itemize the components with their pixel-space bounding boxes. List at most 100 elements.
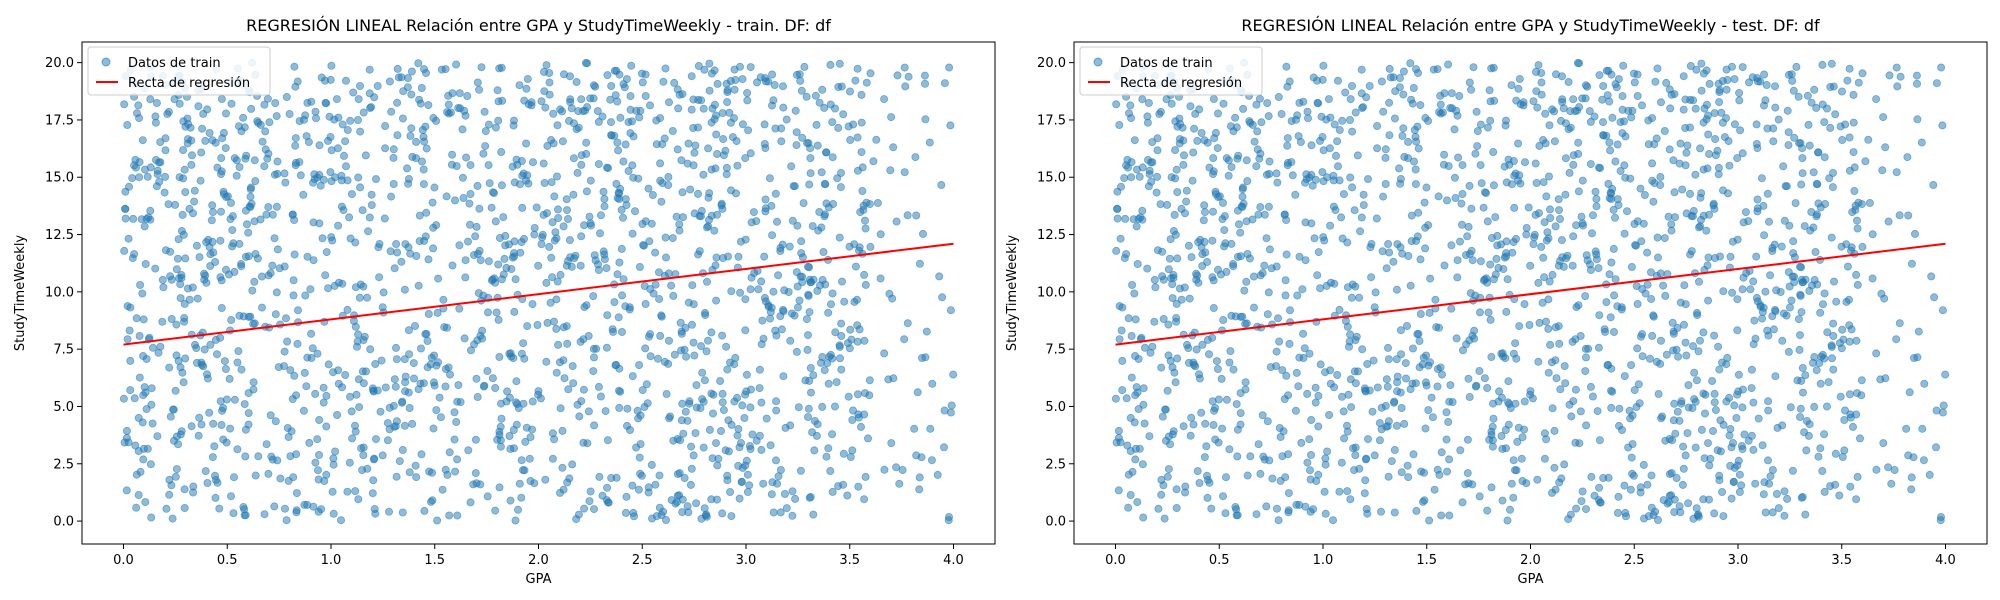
scatter-point (136, 280, 145, 289)
scatter-point (307, 353, 316, 362)
scatter-point (642, 380, 651, 389)
scatter-point (1699, 118, 1708, 127)
scatter-point (1893, 82, 1902, 91)
scatter-point (1487, 483, 1496, 492)
scatter-point (644, 184, 653, 193)
scatter-point (621, 508, 630, 517)
scatter-point (290, 250, 299, 259)
scatter-point (788, 511, 797, 520)
scatter-point (904, 72, 913, 81)
scatter-point (1643, 480, 1652, 489)
scatter-point (712, 296, 721, 305)
scatter-point (192, 344, 201, 353)
scatter-point (673, 145, 682, 154)
scatter-point (734, 252, 743, 261)
scatter-point (815, 207, 824, 216)
scatter-point (1145, 170, 1154, 179)
scatter-point (804, 331, 813, 340)
scatter-point (947, 401, 956, 410)
scatter-point (796, 466, 805, 475)
scatter-point (809, 510, 818, 519)
scatter-point (1555, 206, 1564, 215)
scatter-point (245, 202, 254, 211)
scatter-point (1242, 156, 1251, 165)
scatter-point (1763, 189, 1772, 198)
scatter-point (851, 262, 860, 271)
scatter-point (260, 510, 269, 519)
scatter-point (448, 89, 457, 98)
scatter-point (1432, 323, 1441, 332)
scatter-point (579, 438, 588, 447)
scatter-point (393, 248, 402, 257)
scatter-point (208, 237, 217, 246)
y-axis-label: StudyTimeWeekly (13, 235, 28, 352)
scatter-point (805, 308, 814, 317)
scatter-point (1634, 380, 1643, 389)
scatter-point (1343, 322, 1352, 331)
scatter-point (1595, 71, 1604, 80)
scatter-point (471, 232, 480, 241)
scatter-point (1728, 288, 1737, 297)
scatter-point (1787, 296, 1796, 305)
scatter-point (1164, 265, 1173, 274)
scatter-point (1339, 190, 1348, 199)
scatter-point (313, 466, 322, 475)
scatter-point (1657, 98, 1666, 107)
scatter-point (473, 181, 482, 190)
scatter-points (119, 58, 958, 525)
scatter-point (1565, 168, 1574, 177)
scatter-point (1638, 101, 1647, 110)
scatter-point (1335, 305, 1344, 314)
scatter-point (1429, 65, 1438, 74)
scatter-point (292, 489, 301, 498)
scatter-point (938, 293, 947, 302)
scatter-point (662, 253, 671, 262)
scatter-point (1138, 163, 1147, 172)
scatter-point (569, 154, 578, 163)
scatter-point (1594, 264, 1603, 273)
scatter-point (1304, 114, 1313, 123)
scatter-point (707, 69, 716, 78)
scatter-point (450, 435, 459, 444)
scatter-point (1278, 366, 1287, 375)
scatter-point (1330, 120, 1339, 129)
x-tick-label: 2.0 (528, 553, 549, 568)
scatter-point (448, 150, 457, 159)
scatter-point (1865, 198, 1874, 207)
scatter-point (192, 358, 201, 367)
scatter-point (172, 351, 181, 360)
scatter-point (1363, 509, 1372, 518)
scatter-point (1383, 422, 1392, 431)
scatter-point (541, 475, 550, 484)
chart-panel-2: 0.0 0.5 1.0 1.5 2.0 2.5 3.0 3.5 4.00.02.55.07.51… (1005, 16, 1988, 587)
scatter-point (165, 475, 174, 484)
scatter-point (1574, 149, 1583, 158)
scatter-point (314, 507, 323, 516)
scatter-point (517, 493, 526, 502)
scatter-point (1789, 237, 1798, 246)
scatter-point (233, 358, 242, 367)
scatter-point (790, 182, 799, 191)
scatter-point (134, 490, 143, 499)
scatter-point (1715, 88, 1724, 97)
scatter-point (517, 456, 526, 465)
scatter-point (1299, 353, 1308, 362)
scatter-point (135, 158, 144, 167)
scatter-point (1816, 308, 1825, 317)
scatter-point (1338, 116, 1347, 125)
scatter-point (1733, 326, 1742, 335)
scatter-point (320, 476, 329, 485)
scatter-point (1831, 480, 1840, 489)
scatter-point (419, 132, 428, 141)
scatter-point (1393, 378, 1402, 387)
scatter-point (221, 265, 230, 274)
scatter-point (717, 201, 726, 210)
scatter-point (577, 232, 586, 241)
scatter-point (1858, 69, 1867, 78)
scatter-point (280, 347, 289, 356)
scatter-point (1195, 478, 1204, 487)
scatter-point (1195, 370, 1204, 379)
scatter-point (479, 291, 488, 300)
scatter-point (1324, 95, 1333, 104)
scatter-point (790, 311, 799, 320)
